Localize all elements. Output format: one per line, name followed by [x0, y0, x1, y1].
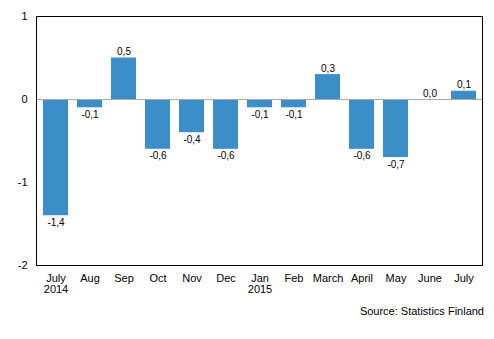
svg-text:Nov: Nov [182, 272, 202, 284]
svg-text:-0,4: -0,4 [183, 134, 201, 145]
svg-text:0: 0 [21, 93, 27, 105]
svg-text:May: May [386, 272, 407, 284]
svg-text:March: March [313, 272, 344, 284]
svg-text:0,0: 0,0 [423, 88, 437, 99]
svg-text:1: 1 [21, 10, 27, 22]
svg-text:June: June [418, 272, 442, 284]
svg-text:0,1: 0,1 [457, 79, 471, 90]
svg-text:-0,6: -0,6 [149, 150, 167, 161]
svg-text:-0,1: -0,1 [81, 109, 99, 120]
svg-text:0,3: 0,3 [321, 63, 335, 74]
svg-text:April: April [351, 272, 373, 284]
svg-text:-0,1: -0,1 [285, 109, 303, 120]
svg-text:-0,1: -0,1 [251, 109, 269, 120]
svg-text:-0,6: -0,6 [353, 150, 371, 161]
svg-text:-1: -1 [18, 176, 28, 188]
svg-text:July2014: July2014 [44, 272, 68, 295]
svg-text:-2: -2 [18, 259, 28, 271]
svg-text:July: July [454, 272, 474, 284]
svg-text:Sep: Sep [114, 272, 134, 284]
svg-text:Feb: Feb [285, 272, 304, 284]
html-text:Source: Statistics Finland: Source: Statistics Finland [359, 305, 484, 317]
svg-text:Aug: Aug [80, 272, 100, 284]
svg-text:Jan2015: Jan2015 [248, 272, 272, 295]
svg-text:0,5: 0,5 [117, 46, 131, 57]
svg-text:Dec: Dec [216, 272, 236, 284]
svg-text:Oct: Oct [149, 272, 166, 284]
svg-text:-0,6: -0,6 [217, 150, 235, 161]
svg-text:-0,7: -0,7 [387, 159, 405, 170]
svg-text:-1,4: -1,4 [47, 217, 65, 228]
